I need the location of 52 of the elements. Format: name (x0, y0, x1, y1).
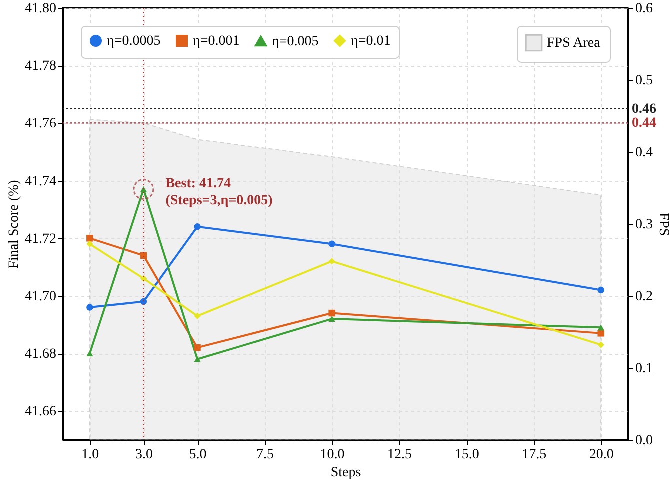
x-tick-label: 10.0 (320, 448, 345, 462)
x-tick-label: 3.0 (135, 448, 153, 462)
y2-tick-label: 0.6 (636, 2, 653, 16)
y-tick-label: 41.70 (25, 290, 56, 304)
y2-tick-label: 0.1 (636, 362, 653, 376)
y2-tick-label: 0.2 (636, 290, 653, 304)
ref-line-label: 0.44 (632, 116, 656, 132)
y-tick-label: 41.68 (25, 347, 56, 362)
point (598, 330, 604, 337)
point (328, 316, 336, 322)
x-tick-label: 1.0 (82, 448, 100, 462)
y-tick-label: 41.72 (25, 232, 56, 247)
y2-tick-label: 0.4 (636, 146, 653, 160)
legend-label: FPS Area (547, 36, 602, 51)
y-tick-label: 41.74 (25, 174, 56, 190)
point (194, 356, 201, 362)
y2-axis-title: FPS (656, 212, 669, 236)
point (598, 324, 604, 331)
x-tick-label: 17.5 (522, 448, 547, 462)
x-tick-label: 20.0 (589, 448, 614, 462)
y-tick-label: 41.78 (25, 59, 56, 74)
legend-label: η=0.01 (351, 34, 391, 49)
y2-tick-label: 0.0 (636, 434, 653, 448)
point (86, 350, 94, 357)
x-tick-label: 7.5 (256, 448, 274, 462)
point (194, 224, 201, 230)
y2-tick-label: 0.5 (636, 74, 653, 88)
point (328, 310, 336, 317)
annotation: Best: 41.74 (Steps=3,η=0.005) (166, 176, 274, 208)
point (140, 298, 148, 306)
legend-label: η=0.0005 (107, 34, 161, 49)
point (328, 240, 336, 248)
point (86, 235, 94, 242)
point (328, 258, 336, 265)
x-axis-title: Steps (330, 466, 362, 480)
y-tick-label: 41.80 (25, 2, 56, 16)
point (86, 304, 94, 311)
ref-line-label: 0.46 (632, 102, 656, 117)
point (194, 312, 201, 320)
point (194, 344, 201, 352)
point (86, 240, 94, 248)
y-axis-title: Final Score (%) (7, 180, 22, 269)
point (598, 286, 604, 294)
y-tick-label: 41.66 (25, 404, 56, 420)
y-tick-label: 41.76 (25, 116, 56, 132)
legend-label: η=0.001 (193, 34, 240, 49)
legend-label: η=0.005 (272, 34, 319, 50)
point (598, 342, 604, 348)
y2-tick-label: 0.3 (636, 218, 653, 232)
x-tick-label: 15.0 (454, 448, 480, 462)
x-tick-label: 5.0 (189, 448, 207, 462)
x-tick-label: 12.5 (388, 448, 412, 462)
